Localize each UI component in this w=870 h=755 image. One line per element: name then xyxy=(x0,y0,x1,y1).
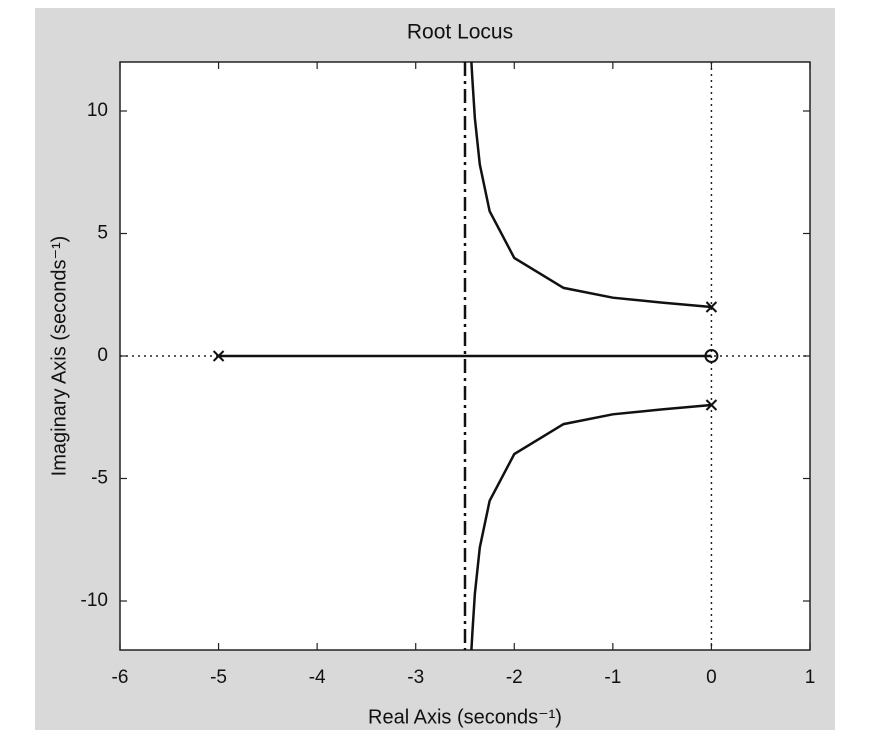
locus-line xyxy=(470,61,712,309)
x-tick-label: -3 xyxy=(407,667,424,688)
x-tick-label: -6 xyxy=(112,667,129,688)
chart-title: Root Locus xyxy=(407,21,513,44)
pole-marker xyxy=(705,399,718,411)
zero-marker xyxy=(704,349,719,363)
x-tick-label: 0 xyxy=(706,667,717,688)
y-tick-label: 5 xyxy=(97,223,108,244)
pole-marker xyxy=(212,350,225,362)
pole-marker xyxy=(705,301,718,313)
y-tick-label: -5 xyxy=(91,468,108,489)
x-tick-label: -4 xyxy=(309,667,326,688)
y-axis-label: Imaginary Axis (seconds⁻¹) xyxy=(48,236,70,477)
y-tick-label: 0 xyxy=(97,345,108,366)
x-axis-label: Real Axis (seconds⁻¹) xyxy=(368,706,562,728)
y-tick-label: 10 xyxy=(87,100,108,121)
x-tick-label: -1 xyxy=(604,667,621,688)
locus-line xyxy=(470,403,712,651)
y-tick-label: -10 xyxy=(81,590,108,611)
x-tick-label: -5 xyxy=(210,667,227,688)
x-tick-label: 1 xyxy=(805,667,816,688)
x-tick-label: -2 xyxy=(506,667,523,688)
